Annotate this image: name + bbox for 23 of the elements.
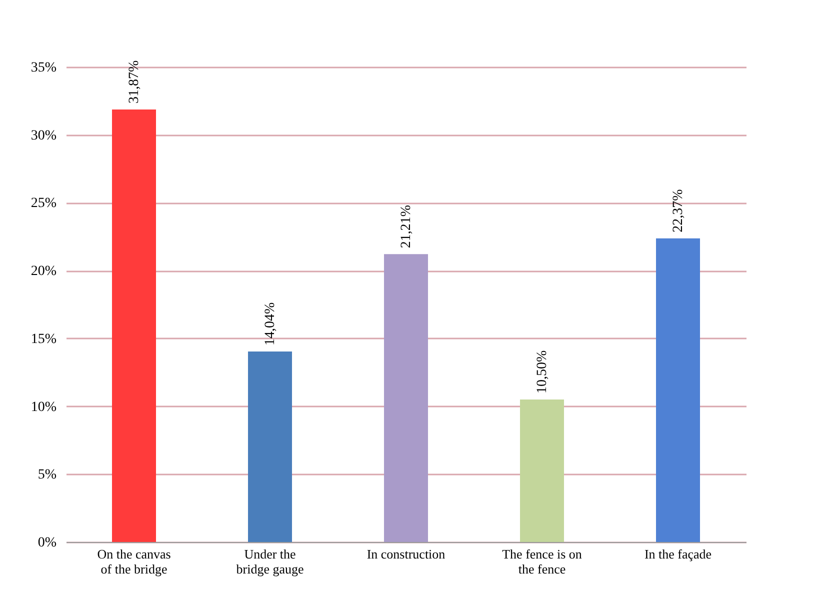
y-tick-label: 20% <box>30 264 57 280</box>
x-tick-label: On the canvas of the bridge <box>97 546 171 576</box>
data-label: 10,50% <box>535 350 550 394</box>
bar <box>384 254 428 542</box>
y-tick-label: 25% <box>30 196 57 212</box>
y-tick-label: 5% <box>38 468 57 483</box>
bar <box>656 238 700 542</box>
bar <box>520 400 564 542</box>
x-tick-label: Under the bridge gauge <box>236 546 304 576</box>
bar <box>248 351 292 542</box>
x-tick-label: In construction <box>366 546 446 562</box>
bar <box>112 109 156 542</box>
data-label: 31,87% <box>127 60 142 104</box>
y-tick-label: 15% <box>30 332 57 347</box>
data-label: 21,21% <box>399 204 414 248</box>
y-tick-label: 0% <box>38 536 57 550</box>
y-tick-label: 30% <box>30 128 57 144</box>
y-tick-label: 10% <box>30 400 57 415</box>
data-label: 22,37% <box>671 188 686 232</box>
y-tick-label: 35% <box>30 60 57 76</box>
x-tick-label: The fence is on the fence <box>502 546 582 576</box>
x-tick-label: In the façade <box>644 546 712 562</box>
data-label: 14,04% <box>263 302 278 346</box>
